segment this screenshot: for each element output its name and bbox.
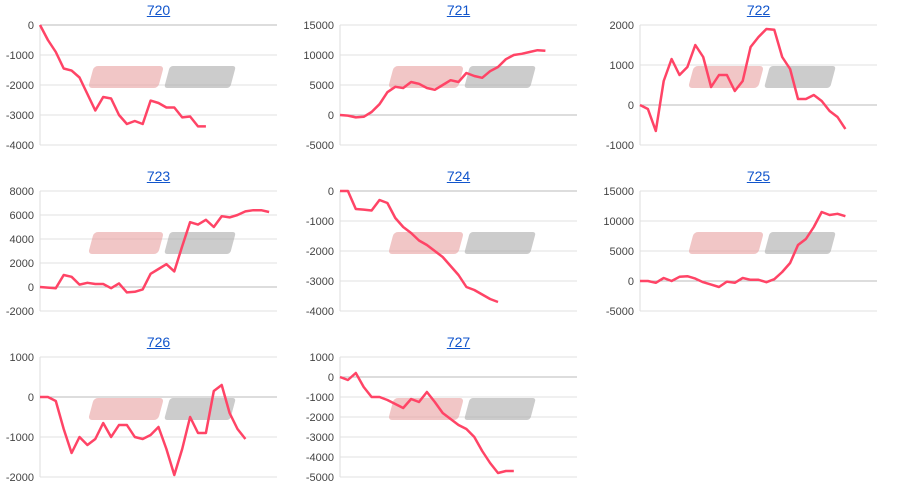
y-tick-label: -1000 xyxy=(6,50,34,62)
y-tick-label: -4000 xyxy=(306,306,334,318)
y-tick-label: -2000 xyxy=(6,80,34,92)
y-tick-label: -2000 xyxy=(6,472,34,484)
y-tick-label: 0 xyxy=(28,392,34,404)
chart-plot: 15000 10000 5000 0 -5000 xyxy=(303,20,577,152)
chart-panel-727: 727 1000 0 -1000 -2000 -3000 -4000 -5000 xyxy=(300,332,600,498)
chart-plot: 1000 0 -1000 -2000 xyxy=(6,352,277,484)
y-tick-label: 10000 xyxy=(303,50,334,62)
y-tick-label: 6000 xyxy=(10,210,34,222)
y-tick-label: -1000 xyxy=(606,140,634,152)
y-tick-label: -3000 xyxy=(306,432,334,444)
chart-panel-723: 723 8000 6000 4000 2000 0 -2000 xyxy=(0,166,300,332)
y-tick-label: -1000 xyxy=(306,216,334,228)
y-tick-label: -5000 xyxy=(306,472,334,484)
y-tick-label: -2000 xyxy=(306,246,334,258)
y-tick-label: -5000 xyxy=(606,306,634,318)
y-tick-label: -3000 xyxy=(6,110,34,122)
y-tick-label: -1000 xyxy=(6,432,34,444)
chart-title-link[interactable]: 726 xyxy=(146,334,171,350)
y-tick-label: -2000 xyxy=(306,412,334,424)
y-tick-label: 0 xyxy=(628,100,634,112)
chart-plot: 0 -1000 -2000 -3000 -4000 xyxy=(6,20,277,152)
y-tick-label: 15000 xyxy=(603,186,634,198)
y-tick-label: 0 xyxy=(28,282,34,294)
y-tick-label: 4000 xyxy=(10,234,34,246)
watermark-logo xyxy=(388,232,536,254)
y-tick-label: 0 xyxy=(328,110,334,122)
chart-panel-722: 722 2000 1000 0 -1000 xyxy=(600,0,900,166)
y-tick-label: -2000 xyxy=(6,306,34,318)
watermark-logo xyxy=(88,66,236,88)
chart-title-link[interactable]: 723 xyxy=(146,168,171,184)
chart-panel-724: 724 0 -1000 -2000 -3000 -4000 xyxy=(300,166,600,332)
y-tick-label: 0 xyxy=(328,372,334,384)
chart-panel-725: 725 15000 10000 5000 0 -5000 xyxy=(600,166,900,332)
chart-plot: 1000 0 -1000 -2000 -3000 -4000 -5000 xyxy=(306,352,577,484)
y-tick-label: 0 xyxy=(628,276,634,288)
y-tick-label: 8000 xyxy=(10,186,34,198)
y-tick-label: 2000 xyxy=(610,20,634,32)
y-tick-label: 15000 xyxy=(303,20,334,32)
y-tick-label: 1000 xyxy=(310,352,334,364)
chart-title-link[interactable]: 721 xyxy=(446,2,471,18)
y-tick-label: 0 xyxy=(28,20,34,32)
y-tick-label: 2000 xyxy=(10,258,34,270)
y-tick-label: -3000 xyxy=(306,276,334,288)
chart-plot: 15000 10000 5000 0 -5000 xyxy=(603,186,877,318)
chart-title-link[interactable]: 722 xyxy=(746,2,771,18)
y-tick-label: 1000 xyxy=(610,60,634,72)
series-line xyxy=(38,24,206,128)
chart-plot: 0 -1000 -2000 -3000 -4000 xyxy=(306,186,577,318)
y-tick-label: -4000 xyxy=(6,140,34,152)
chart-plot: 8000 6000 4000 2000 0 -2000 xyxy=(6,186,277,318)
chart-title-link[interactable]: 727 xyxy=(446,334,471,350)
y-tick-label: 5000 xyxy=(310,80,334,92)
series-line xyxy=(39,208,270,294)
y-tick-label: 10000 xyxy=(603,216,634,228)
series-line xyxy=(339,371,514,475)
y-tick-label: -1000 xyxy=(306,392,334,404)
y-tick-label: -5000 xyxy=(306,140,334,152)
chart-panel-726: 726 1000 0 -1000 -2000 xyxy=(0,332,300,498)
chart-panel-720: 720 0 -1000 -2000 -3000 -4000 xyxy=(0,0,300,166)
watermark-logo xyxy=(88,398,236,420)
chart-title-link[interactable]: 725 xyxy=(746,168,771,184)
y-tick-label: -4000 xyxy=(306,452,334,464)
y-tick-label: 5000 xyxy=(610,246,634,258)
chart-title-link[interactable]: 720 xyxy=(146,2,171,18)
chart-title-link[interactable]: 724 xyxy=(446,168,471,184)
chart-plot: 2000 1000 0 -1000 xyxy=(606,20,877,152)
y-tick-label: 0 xyxy=(328,186,334,198)
watermark-logo xyxy=(88,232,236,254)
chart-panel-721: 721 15000 10000 5000 0 -5000 xyxy=(300,0,600,166)
y-tick-label: 1000 xyxy=(10,352,34,364)
